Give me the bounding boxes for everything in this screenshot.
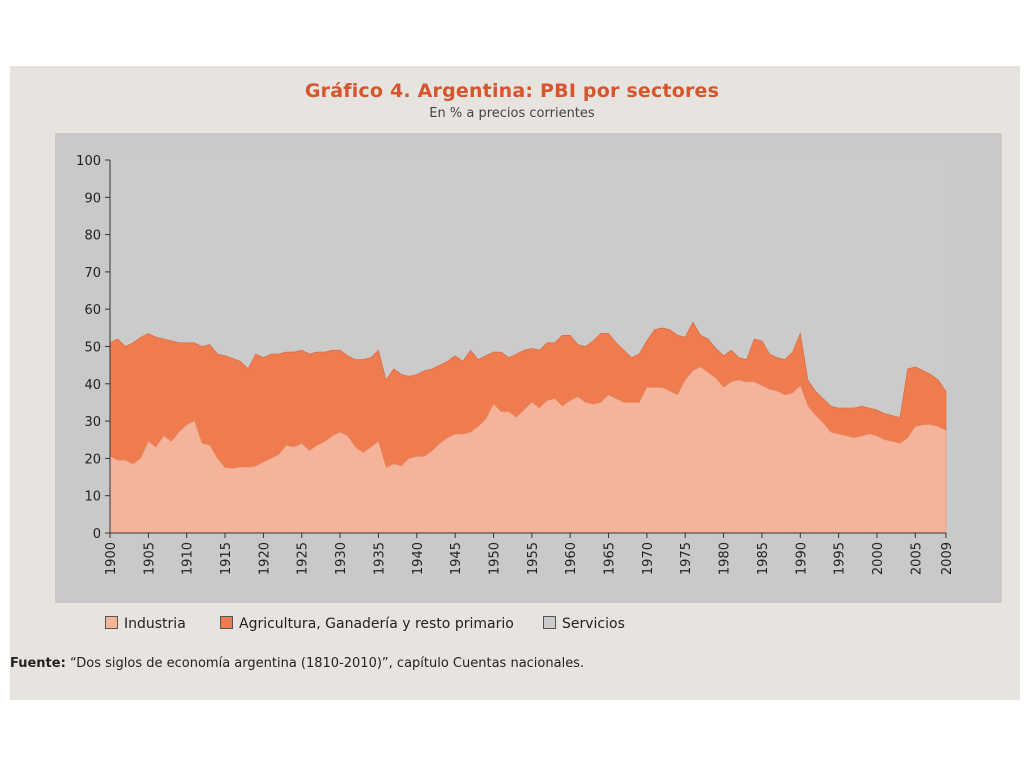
x-tick-label: 1900: [104, 542, 119, 575]
x-tick-label: 2009: [940, 542, 955, 575]
legend-item-agricultura: Agricultura, Ganadería y resto primario: [220, 616, 514, 632]
legend-item-servicios: Servicios: [543, 616, 625, 632]
x-tick-label: 1945: [449, 542, 464, 575]
chart-subtitle: En % a precios corrientes: [429, 106, 595, 121]
x-tick-label: 1970: [641, 542, 656, 575]
x-tick-label: 1940: [411, 542, 426, 575]
x-tick-label: 1950: [487, 542, 502, 575]
x-tick-label: 1985: [756, 542, 771, 575]
y-tick-label: 30: [84, 415, 101, 430]
x-tick-label: 1935: [372, 542, 387, 575]
x-tick-label: 1955: [526, 542, 541, 575]
legend-swatch-agricultura: [220, 616, 233, 629]
x-tick-label: 1990: [794, 542, 809, 575]
source-text: “Dos siglos de economía argentina (1810-…: [69, 656, 585, 671]
y-tick-label: 80: [84, 229, 101, 244]
y-tick-label: 50: [84, 341, 101, 356]
x-tick-label: 1965: [603, 542, 618, 575]
legend-swatch-industria: [105, 616, 118, 629]
y-tick-label: 90: [84, 191, 101, 206]
x-tick-label: 1930: [334, 542, 349, 575]
x-tick-label: 1915: [219, 542, 234, 575]
y-tick-label: 40: [84, 378, 101, 393]
chart-title: Gráfico 4. Argentina: PBI por sectores: [304, 80, 720, 102]
x-tick-label: 1920: [257, 542, 272, 575]
x-tick-label: 2000: [871, 542, 886, 575]
x-tick-label: 1925: [296, 542, 311, 575]
y-tick-label: 0: [93, 527, 101, 542]
x-tick-label: 1980: [718, 542, 733, 575]
legend-item-industria: Industria: [105, 616, 186, 632]
source-label: Fuente:: [10, 656, 66, 671]
x-tick-label: 1910: [181, 542, 196, 575]
x-tick-label: 2005: [909, 542, 924, 575]
legend-label-industria: Industria: [124, 616, 186, 632]
x-tick-label: 1995: [833, 542, 848, 575]
source-note: Fuente: “Dos siglos de economía argentin…: [10, 656, 584, 671]
x-tick-label: 1905: [142, 542, 157, 575]
y-tick-label: 20: [84, 452, 101, 467]
y-tick-label: 70: [84, 266, 101, 281]
legend-swatch-servicios: [543, 616, 556, 629]
area-industria: [109, 366, 947, 534]
y-tick-label: 10: [84, 490, 101, 505]
x-tick-label: 1960: [564, 542, 579, 575]
x-tick-label: 1975: [679, 542, 694, 575]
legend-label-servicios: Servicios: [562, 616, 625, 632]
legend-label-agricultura: Agricultura, Ganadería y resto primario: [239, 616, 514, 632]
y-tick-label: 60: [84, 303, 101, 318]
y-tick-label: 100: [76, 154, 101, 169]
